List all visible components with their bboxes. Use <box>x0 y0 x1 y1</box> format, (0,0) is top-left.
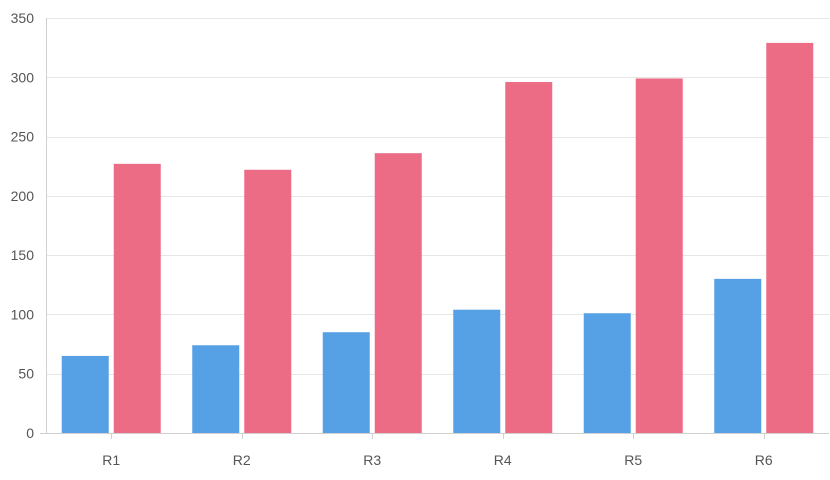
bar-r6-series-1 <box>714 278 762 433</box>
y-tick-label: 50 <box>18 366 34 382</box>
x-tick-label-r6: R6 <box>755 452 773 468</box>
bar-r6-series-2 <box>766 42 814 434</box>
bar-r5-series-1 <box>583 313 631 433</box>
y-tick-label: 250 <box>11 129 35 145</box>
bar-r2-series-1 <box>192 345 240 433</box>
y-axis-ticks: 0 50 100 150 200 250 300 350 <box>11 10 35 441</box>
bar-r1-series-2 <box>113 163 161 434</box>
bar-r2-series-2 <box>244 169 292 433</box>
x-tick-label-r5: R5 <box>624 452 642 468</box>
bar-r1-series-1 <box>61 355 109 433</box>
y-tick-label: 150 <box>11 247 35 263</box>
bar-r4-series-2 <box>505 82 553 434</box>
bars <box>61 42 814 434</box>
y-tick-label: 100 <box>11 306 35 322</box>
bar-r3-series-1 <box>322 332 370 433</box>
y-tick-label: 200 <box>11 188 35 204</box>
x-tick-label-r1: R1 <box>102 452 120 468</box>
y-tick-label: 0 <box>26 425 34 441</box>
y-tick-label: 350 <box>11 10 35 26</box>
x-axis-ticks: R1 R2 R3 R4 R5 R6 <box>102 452 773 468</box>
bar-r3-series-2 <box>374 153 422 433</box>
bar-r5-series-2 <box>635 78 683 433</box>
x-tick-label-r4: R4 <box>494 452 512 468</box>
axes <box>40 18 829 439</box>
x-tick-label-r3: R3 <box>363 452 381 468</box>
x-tick-label-r2: R2 <box>233 452 251 468</box>
y-tick-label: 300 <box>11 69 35 85</box>
bar-r4-series-1 <box>453 309 501 433</box>
grid-lines <box>46 18 829 375</box>
